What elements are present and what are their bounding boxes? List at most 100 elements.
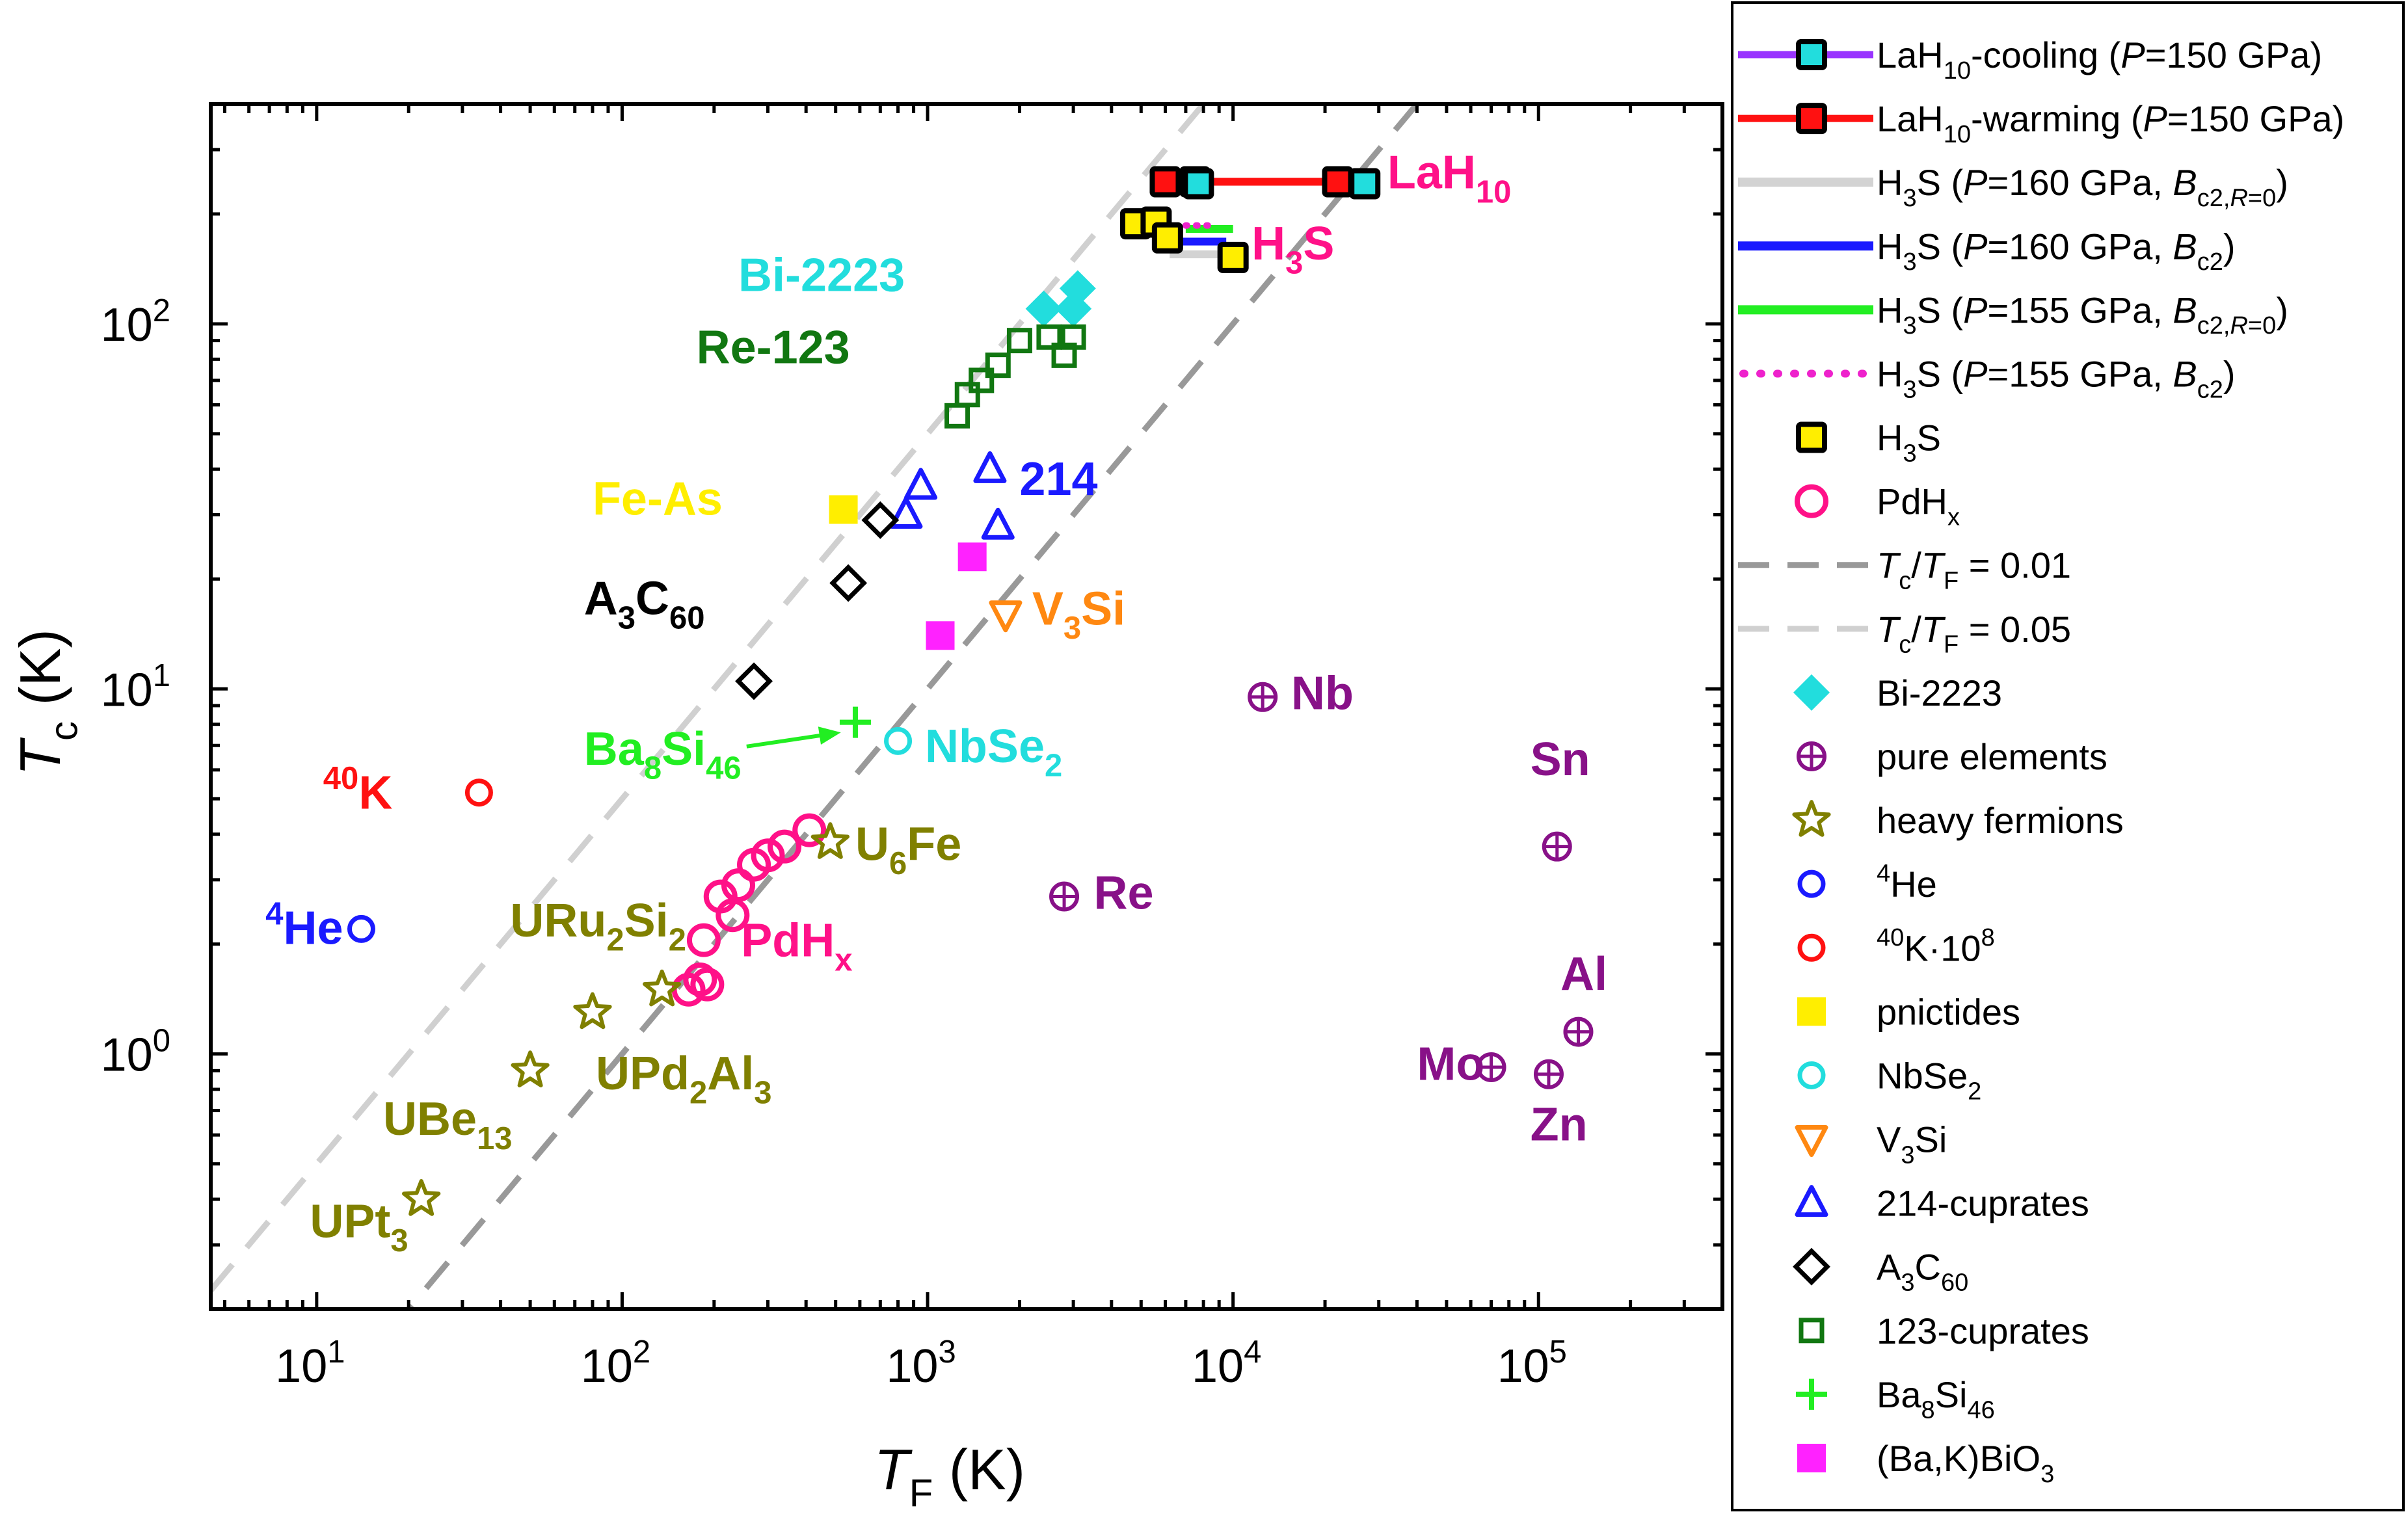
series-h3s-8-point-3: [1217, 241, 1249, 273]
legend-entry-22: (Ba,K)BiO3: [1797, 1438, 2054, 1488]
legend-entry-2: H3S (P=160 GPa, Bc2,R=0): [1738, 162, 2288, 212]
legend-entry-12: heavy fermions: [1792, 800, 2124, 841]
series-bi-2223-9-point-2: [1059, 270, 1096, 307]
label-fe-as-4: Fe-As: [593, 473, 723, 525]
label-u6fe-12: U6Fe: [855, 818, 961, 881]
label-bi-2223-2: Bi-2223: [738, 249, 905, 301]
legend-entry-8: Tc/TF = 0.01: [1738, 545, 2071, 595]
series-pdhx-20-point-10: [792, 813, 827, 847]
series-123-cuprates-10-point-4: [1006, 328, 1032, 354]
annotations: LaH10 H3S Bi-2223 Re-123 Fe-As 214 A3C60 V3Si Ba…: [265, 147, 1607, 1258]
legend-entry-3: H3S (P=160 GPa, Bc2): [1738, 226, 2236, 276]
legend-entry-14: 40K·108: [1797, 924, 1995, 969]
legend-marker-swatch: [1797, 997, 1826, 1026]
reference-lines: [211, 104, 1421, 1309]
label-al-21: Al: [1560, 948, 1607, 1000]
legend-entry-4: H3S (P=155 GPa, Bc2,R=0): [1738, 289, 2288, 339]
label-v3si-7: V3Si: [1032, 583, 1125, 646]
series-214-cuprates-11-point-3: [981, 507, 1015, 540]
legend-label-11: pure elements: [1877, 736, 2107, 777]
legend-entry-20: 123-cuprates: [1799, 1310, 2089, 1351]
series-pure-elements-22-point-4: [1476, 1052, 1506, 1082]
legend-marker-swatch: [1797, 741, 1826, 771]
legend-entry-19: A3C60: [1793, 1247, 1968, 1297]
series-pdhx-20-point-9: [768, 829, 802, 864]
legend-marker-swatch: [1797, 1444, 1826, 1472]
series-lah10-6-point-0: [1149, 166, 1181, 198]
series-heavy-fermions-21-point-4: [810, 822, 849, 859]
legend-entry-7: PdHx: [1795, 481, 1960, 531]
legend-entry-6: H3S: [1796, 418, 1941, 467]
series-pure-elements-22-point-5: [1533, 1059, 1564, 1089]
legend-label-1: LaH10-warming (P=150 GPa): [1877, 98, 2344, 148]
y-tick-label-1: 101: [101, 658, 170, 716]
label-ube13-16: UBe13: [383, 1093, 513, 1156]
label-re-123-3: Re-123: [697, 322, 850, 374]
series-123-cuprates-10-point-3: [985, 352, 1011, 378]
legend-entry-16: NbSe2: [1797, 1055, 1981, 1105]
series-4he-19-point-0: [347, 914, 375, 943]
legend-marker-swatch: [1795, 1185, 1828, 1217]
label-mo-22: Mo: [1417, 1038, 1484, 1090]
series-a3c60-13-point-0: [735, 662, 773, 700]
legend-entry-5: H3S (P=155 GPa, Bc2): [1739, 353, 2236, 403]
legend-marker-swatch: [1795, 484, 1828, 518]
series-214-cuprates-11-point-0: [889, 496, 923, 529]
label-ba8si46-8-arrow-line: [746, 732, 829, 749]
legend-label-18: 214-cuprates: [1877, 1183, 2089, 1224]
legend-marker-swatch: [1796, 1378, 1827, 1410]
series-214-cuprates-11-point-2: [973, 451, 1007, 483]
x-tick-label-1: 101: [275, 1335, 345, 1392]
legend-entry-17: V3Si: [1795, 1119, 1947, 1169]
legend-entry-11: pure elements: [1797, 736, 2107, 777]
series-lah10-6-point-2: [1322, 166, 1354, 198]
x-tick-label-3: 103: [886, 1335, 956, 1392]
series-pdhx-20-point-3: [686, 923, 721, 957]
legend-marker-swatch: [1796, 421, 1827, 453]
label-40k-10: 40K: [323, 761, 393, 819]
label-ba8si46-8-arrow-head: [818, 726, 841, 745]
series-123-cuprates-10-point-1: [954, 382, 980, 408]
legend-entry-15: pnictides: [1797, 991, 2020, 1032]
series-a3c60-13-point-1: [829, 564, 868, 602]
label-re-19: Re: [1094, 867, 1154, 919]
label-a3c60-6: A3C60: [584, 573, 705, 636]
series-123-cuprates-10-point-7: [1060, 324, 1086, 350]
legend-marker-swatch: [1792, 800, 1831, 837]
legend-label-20: 123-cuprates: [1877, 1310, 2089, 1351]
series-heavy-fermions-21-point-2: [573, 992, 612, 1029]
legend-entry-0: LaH10-cooling (P=150 GPa): [1738, 34, 2322, 85]
series-heavy-fermions-21-point-3: [643, 969, 682, 1007]
label-upd2al3-15: UPd2Al3: [596, 1048, 772, 1111]
series-pnictides-12-point-0: [829, 495, 858, 524]
legend-entry-21: Ba8Si46: [1796, 1374, 1995, 1424]
legend-marker-swatch: [1799, 1318, 1825, 1344]
series-lah10-7-point-1: [1349, 168, 1381, 200]
series-ba8si46-16-point-0: [839, 706, 871, 738]
series-ba-k-bio3-14-point-0: [926, 621, 955, 650]
series-ba-k-bio3-14-point-1: [957, 542, 987, 572]
legend-entry-1: LaH10-warming (P=150 GPa): [1738, 98, 2344, 148]
legend-label-14: 40K·108: [1877, 924, 1995, 969]
axes: 101 102 103 104 105 100 101 102 TF (K) Tc (K): [8, 102, 1724, 1514]
legend-label-19: A3C60: [1877, 1247, 1968, 1297]
label-h3s-1: H3S: [1251, 218, 1334, 281]
series-heavy-fermions-21-point-1: [511, 1050, 550, 1087]
series-pure-elements-22-point-0: [1248, 682, 1278, 712]
legend-marker-swatch: [1795, 1125, 1828, 1158]
legend-label-5: H3S (P=155 GPa, Bc2): [1877, 353, 2236, 403]
legend-marker-swatch: [1797, 870, 1826, 898]
series-heavy-fermions-21-point-0: [402, 1179, 441, 1216]
series-123-cuprates-10-point-5: [1036, 324, 1062, 350]
y-axis-title: Tc (K): [8, 629, 85, 776]
series-pure-elements-22-point-1: [1049, 881, 1080, 912]
x-tick-label-5: 105: [1497, 1335, 1567, 1392]
label-pdhx-14: PdHx: [741, 915, 852, 978]
series-a3c60-13-point-2: [861, 501, 900, 539]
label-zn-23: Zn: [1531, 1098, 1588, 1150]
legend-label-17: V3Si: [1877, 1119, 1947, 1169]
legend-label-0: LaH10-cooling (P=150 GPa): [1877, 34, 2322, 85]
label-214-5: 214: [1019, 453, 1097, 505]
x-tick-label-4: 104: [1192, 1335, 1261, 1392]
